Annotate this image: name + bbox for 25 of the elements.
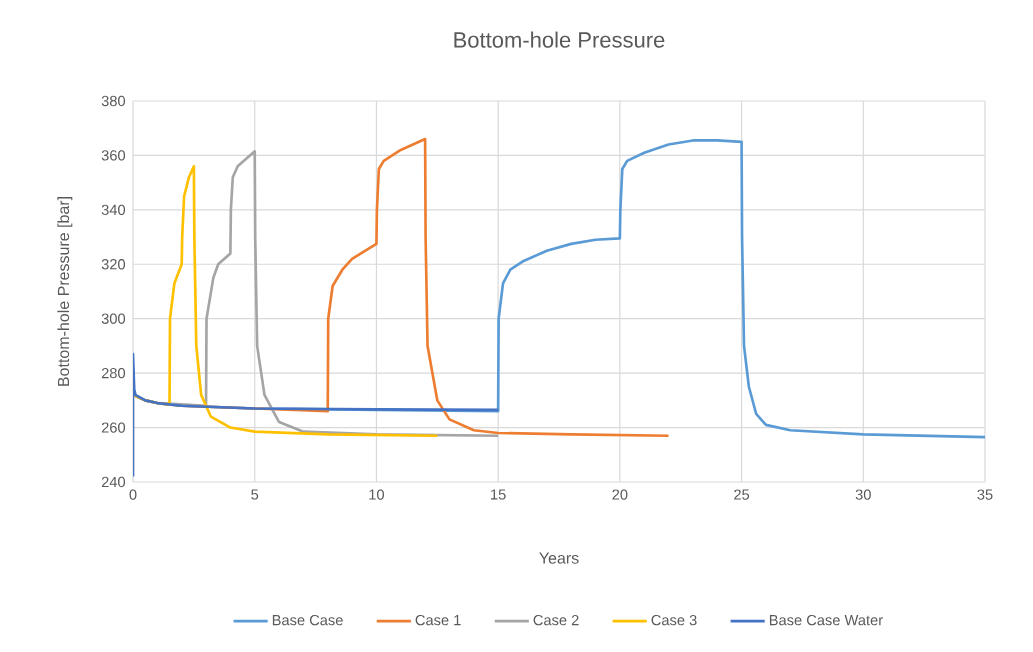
x-tick-label: 5: [251, 489, 259, 500]
y-tick-label: 380: [101, 95, 126, 107]
line-series: [133, 164, 439, 438]
y-tick-label: 300: [101, 313, 126, 324]
x-tick-label: 35: [977, 489, 993, 500]
x-tick-label: 30: [855, 489, 871, 500]
y-tick-label: 340: [101, 204, 126, 216]
x-tick-label: 25: [734, 489, 750, 500]
y-tick-label: 360: [101, 150, 126, 161]
legend-label: Case 1: [415, 614, 461, 626]
y-tick-label: 280: [101, 367, 126, 379]
chart-title: Bottom-hole Pressure: [454, 31, 665, 48]
legend-label: Base Case Water: [769, 614, 883, 626]
legend-label: Base Case: [272, 614, 343, 626]
legend-label: Case 2: [533, 614, 579, 626]
y-axis-title: Bottom-hole Pressure [bar]: [57, 197, 73, 386]
y-tick-label: 320: [101, 259, 126, 270]
x-tick-label: 10: [369, 489, 384, 500]
y-tick-label: 260: [101, 422, 126, 433]
x-tick-label: 0: [129, 489, 137, 500]
legend-label: Case 3: [651, 614, 697, 626]
x-tick-label: 20: [612, 489, 628, 500]
x-tick-label: 15: [491, 489, 506, 500]
y-tick-label: 240: [101, 476, 126, 488]
x-axis-title: Years: [539, 552, 579, 564]
